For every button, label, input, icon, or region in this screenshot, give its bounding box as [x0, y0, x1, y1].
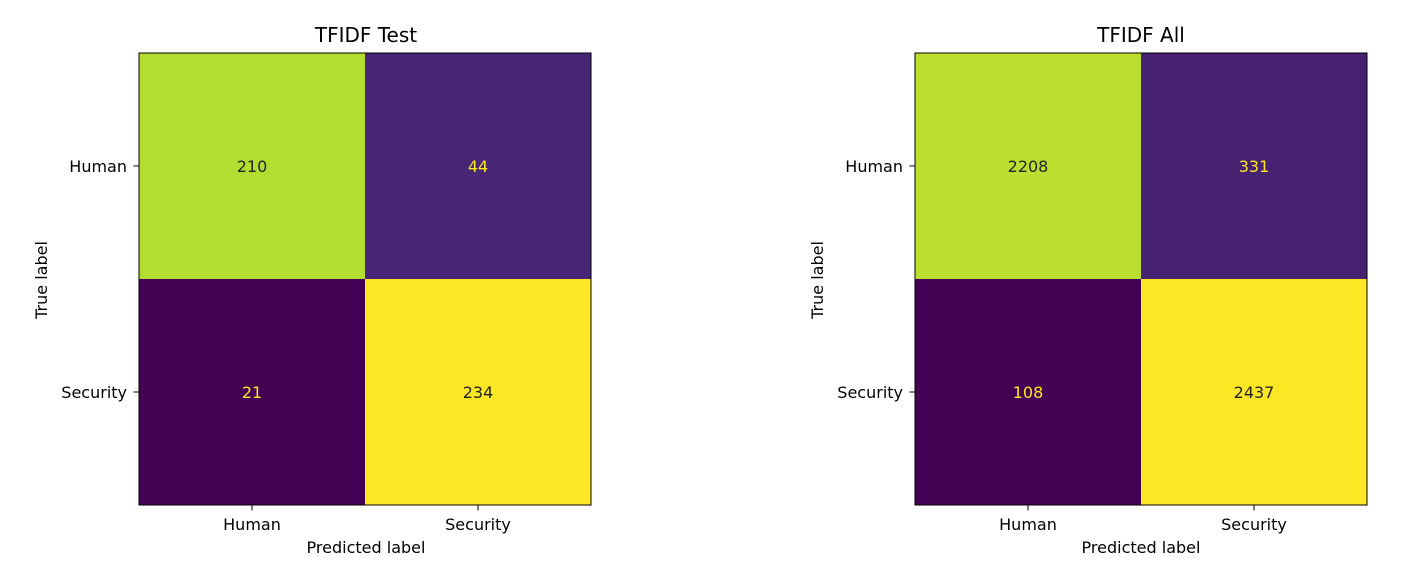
y-tick-label-human: Human [845, 157, 903, 176]
matrix-cell-r0-c1 [365, 53, 591, 279]
x-tick-label-security: Security [1221, 515, 1287, 534]
chart-title: TFIDF Test [314, 23, 417, 47]
chart-title: TFIDF All [1096, 23, 1185, 47]
confusion-matrix-tfidf-test: TFIDF Test 210 44 21 234 Human Security Hum… [32, 23, 592, 557]
x-tick-label-human: Human [999, 515, 1057, 534]
cell-value-r1-c0: 108 [1013, 383, 1044, 402]
y-tick-label-security: Security [837, 383, 903, 402]
axes-frame [138, 52, 592, 506]
matrix-values: 2208 331 108 2437 [1008, 157, 1275, 402]
matrix-cells [139, 53, 591, 505]
x-axis-label: Predicted label [1082, 538, 1201, 557]
y-axis-label: True label [808, 241, 827, 320]
x-axis-label: Predicted label [307, 538, 426, 557]
matrix-cell-r1-c0 [139, 279, 365, 505]
cell-value-r0-c0: 2208 [1008, 157, 1049, 176]
cell-value-r1-c0: 21 [242, 383, 262, 402]
x-tick-label-security: Security [445, 515, 511, 534]
cell-value-r1-c1: 2437 [1234, 383, 1275, 402]
cell-value-r1-c1: 234 [463, 383, 494, 402]
axes-frame [914, 52, 1368, 506]
matrix-cell-r1-c1 [365, 279, 591, 505]
cell-value-r0-c0: 210 [237, 157, 268, 176]
matrix-cell-r0-c0 [915, 53, 1141, 279]
y-tick-label-security: Security [61, 383, 127, 402]
matrix-values: 210 44 21 234 [237, 157, 494, 402]
matrix-cell-r1-c1 [1141, 279, 1367, 505]
matrix-cell-r1-c0 [915, 279, 1141, 505]
cell-value-r0-c1: 44 [468, 157, 488, 176]
y-tick-label-human: Human [69, 157, 127, 176]
y-axis-label: True label [32, 241, 51, 320]
matrix-cell-r0-c1 [1141, 53, 1367, 279]
matrix-cell-r0-c0 [139, 53, 365, 279]
cell-value-r0-c1: 331 [1239, 157, 1270, 176]
x-tick-label-human: Human [223, 515, 281, 534]
matrix-cells [915, 53, 1367, 505]
